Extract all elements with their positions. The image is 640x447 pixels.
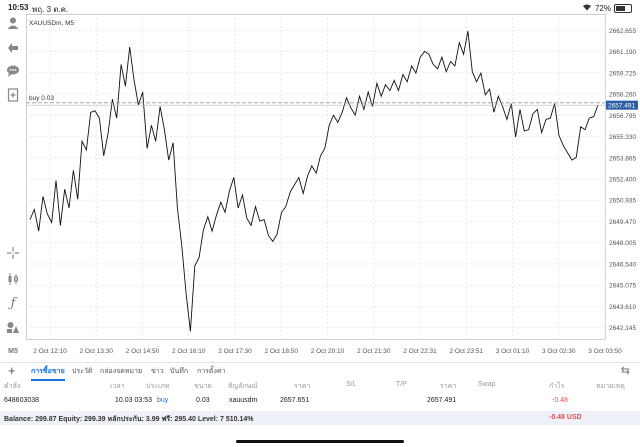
x-tick-label: 2 Oct 16:10 bbox=[172, 348, 206, 355]
y-tick-label: 2652.400 bbox=[609, 177, 636, 184]
col-profit: กำไร bbox=[549, 383, 565, 390]
current-price-label: 2657.491 bbox=[608, 103, 635, 110]
price-chart[interactable]: 2662.655 2661.190 2659.725 2658.260 2656.795… bbox=[26, 14, 640, 357]
candles-icon[interactable] bbox=[3, 270, 23, 288]
order-line-label: buy 0.03 bbox=[29, 95, 54, 102]
x-tick-label: 2 Oct 12:10 bbox=[33, 348, 67, 355]
y-tick-label: 2646.540 bbox=[609, 261, 636, 268]
terminal-tabs: + การซื้อขาย ประวัติ กล่องจดหมาย ข่าว บั… bbox=[0, 362, 640, 381]
x-tick-label: 2 Oct 23:51 bbox=[449, 348, 483, 355]
col-type: ประเภท bbox=[146, 383, 170, 390]
add-icon[interactable]: + bbox=[8, 363, 16, 378]
table-header: คำสั่ง เวลา ประเภท ขนาด สัญลักษณ์ ราคา S… bbox=[0, 380, 640, 392]
cell-current-price: 2657.491 bbox=[427, 397, 457, 404]
trade-icon[interactable] bbox=[3, 38, 23, 56]
col-comment: หมายเหตุ bbox=[596, 383, 625, 390]
cell-price: 2657.651 bbox=[280, 397, 310, 404]
col-time: เวลา bbox=[110, 383, 125, 390]
chart-frame bbox=[26, 14, 606, 340]
y-tick-label: 2645.075 bbox=[609, 283, 636, 290]
tab-history[interactable]: ประวัติ bbox=[72, 368, 93, 375]
status-bar: 10:53 พฤ. 3 ต.ค. 72% bbox=[0, 0, 640, 14]
col-current-price: ราคา bbox=[440, 383, 457, 390]
balance-summary: Balance: 299.87 Equity: 299.39 หลักประกั… bbox=[4, 416, 254, 423]
y-tick-label: 2655.330 bbox=[609, 134, 636, 141]
col-tp: T/P bbox=[396, 381, 407, 388]
col-sl: S/L bbox=[346, 381, 357, 388]
x-tick-label: 2 Oct 20:10 bbox=[311, 348, 345, 355]
x-tick-label: 3 Oct 03:50 bbox=[588, 348, 622, 355]
battery-percent: 72% bbox=[594, 3, 611, 13]
y-tick-label: 2643.610 bbox=[609, 304, 636, 311]
col-swap: Swap bbox=[478, 381, 496, 388]
cell-size: 0.03 bbox=[196, 397, 210, 404]
price-line bbox=[29, 31, 599, 332]
tab-journal[interactable]: บันทึก bbox=[170, 368, 189, 375]
status-date: พฤ. 3 ต.ค. bbox=[32, 5, 69, 14]
status-right: 72% bbox=[582, 3, 632, 13]
battery-fill bbox=[616, 5, 626, 11]
tab-mailbox[interactable]: กล่องจดหมาย bbox=[100, 368, 143, 375]
function-icon[interactable]: ƒ bbox=[10, 295, 16, 311]
current-price-tag bbox=[606, 100, 638, 110]
tab-news[interactable]: ข่าว bbox=[151, 368, 164, 375]
crosshair-icon[interactable] bbox=[3, 244, 23, 262]
status-time: 10:53 bbox=[8, 3, 29, 12]
chat-icon[interactable] bbox=[3, 62, 23, 80]
total-profit: -0.48 USD bbox=[549, 414, 582, 421]
table-row[interactable]: 648603038 10.03 03:53 buy 0.03 xauusdm 2… bbox=[0, 396, 640, 410]
y-tick-label: 2659.725 bbox=[609, 70, 636, 77]
tab-settings[interactable]: การตั้งค่า bbox=[197, 368, 226, 375]
battery-icon bbox=[614, 3, 632, 13]
balance-bar: Balance: 299.87 Equity: 299.39 หลักประกั… bbox=[0, 411, 640, 425]
left-toolbar: ƒ M5 bbox=[0, 14, 26, 357]
terminal-settings-icon[interactable]: ⇆ bbox=[620, 365, 630, 377]
y-tick-label: 2642.145 bbox=[609, 325, 636, 332]
x-tick-label: 2 Oct 17:30 bbox=[218, 348, 252, 355]
y-tick-label: 2648.005 bbox=[609, 240, 636, 247]
x-tick-label: 3 Oct 02:30 bbox=[542, 348, 576, 355]
y-tick-label: 2650.935 bbox=[609, 198, 636, 205]
col-price: ราคา bbox=[294, 383, 311, 390]
y-tick-label: 2649.470 bbox=[609, 219, 636, 226]
symbol-label: XAUUSDm, M5 bbox=[29, 20, 75, 27]
wifi-icon bbox=[582, 3, 592, 13]
home-indicator[interactable] bbox=[236, 440, 404, 443]
y-tick-label: 2662.655 bbox=[609, 28, 636, 35]
cell-order: 648603038 bbox=[4, 397, 40, 404]
x-tick-label: 2 Oct 14:50 bbox=[126, 348, 160, 355]
x-tick-label: 2 Oct 18:50 bbox=[264, 348, 298, 355]
timeframe-button[interactable]: M5 bbox=[8, 347, 18, 355]
chart-svg[interactable]: 2662.655 2661.190 2659.725 2658.260 2656.795… bbox=[26, 14, 640, 357]
col-size: ขนาด bbox=[194, 383, 213, 390]
objects-icon[interactable] bbox=[3, 318, 23, 336]
y-tick-label: 2661.190 bbox=[609, 49, 636, 56]
cell-type: buy bbox=[157, 397, 169, 404]
y-tick-label: 2653.865 bbox=[609, 155, 636, 162]
x-tick-label: 3 Oct 01:10 bbox=[496, 348, 530, 355]
x-tick-label: 2 Oct 22:31 bbox=[403, 348, 437, 355]
x-tick-label: 2 Oct 13:30 bbox=[79, 348, 113, 355]
col-symbol: สัญลักษณ์ bbox=[228, 383, 258, 390]
new-file-icon[interactable] bbox=[3, 86, 23, 104]
y-tick-label: 2658.260 bbox=[609, 92, 636, 99]
cell-time: 10.03 03:53 bbox=[115, 397, 152, 404]
y-tick-label: 2656.795 bbox=[609, 113, 636, 120]
x-tick-label: 2 Oct 21:30 bbox=[357, 348, 391, 355]
cell-symbol: xauusdm bbox=[229, 397, 258, 404]
cell-profit: -0.48 bbox=[552, 397, 568, 404]
user-icon[interactable] bbox=[3, 14, 23, 32]
tab-trade[interactable]: การซื้อขาย bbox=[31, 368, 65, 381]
col-order: คำสั่ง bbox=[4, 383, 21, 390]
